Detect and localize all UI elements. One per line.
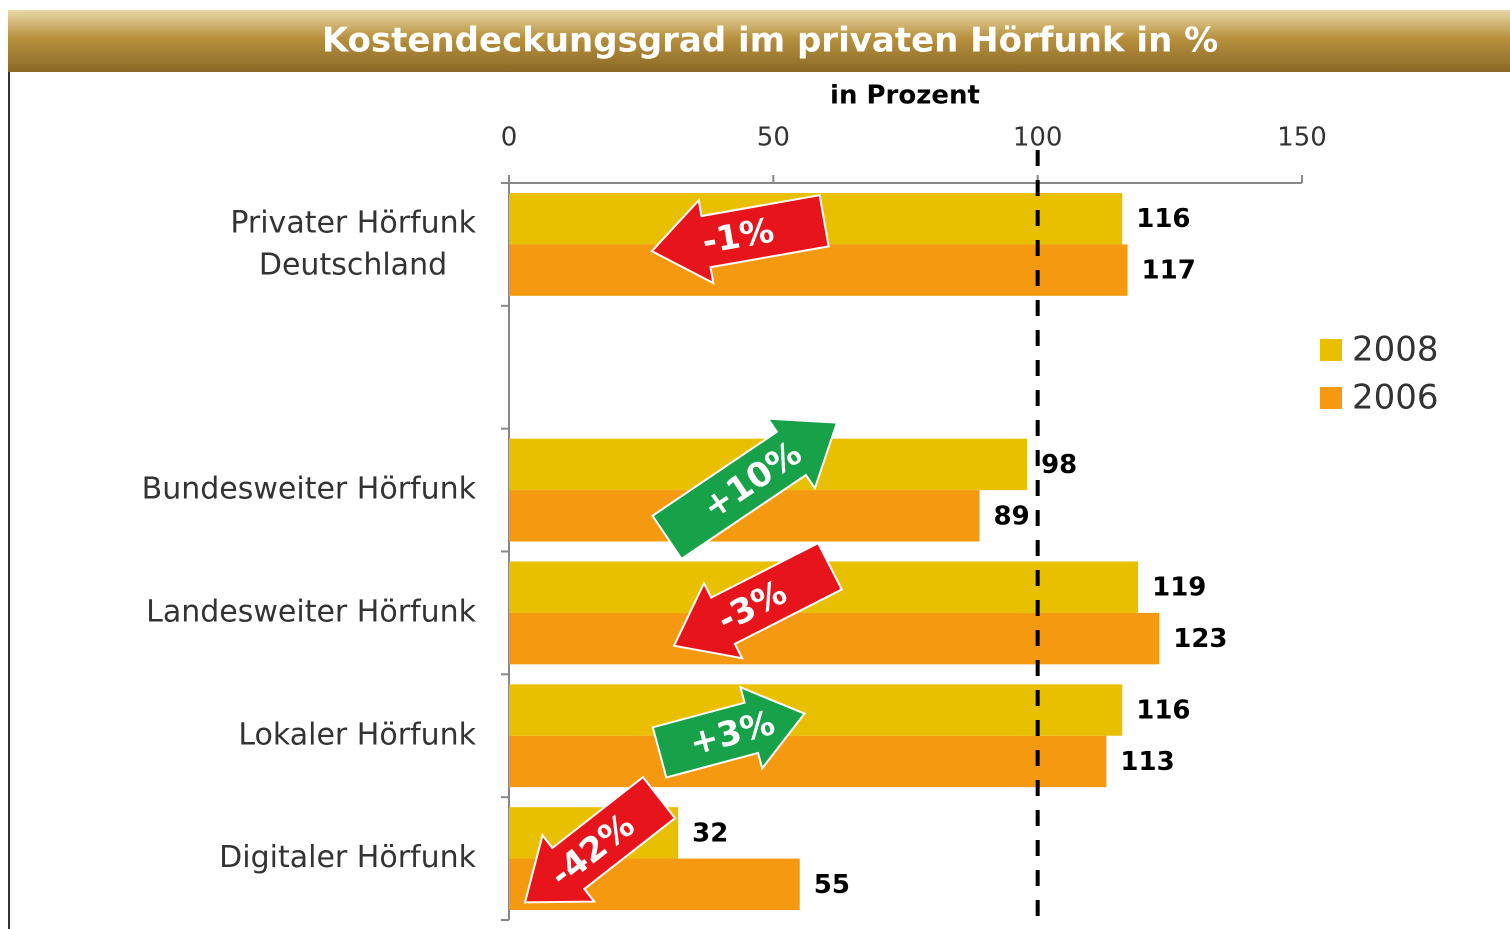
data-label: 89 <box>994 501 1030 531</box>
legend-label: 2006 <box>1352 378 1439 418</box>
change-arrow: +3% <box>651 685 807 779</box>
category-label: Digitaler Hörfunk <box>219 840 476 875</box>
bar <box>509 684 1123 736</box>
data-label: 55 <box>814 870 850 900</box>
legend-label: 2008 <box>1352 330 1439 370</box>
data-label: 116 <box>1136 696 1190 726</box>
x-tick-label: 0 <box>501 123 518 153</box>
arrow-shape <box>672 541 844 660</box>
x-tick-label: 150 <box>1277 123 1327 153</box>
bar <box>509 244 1128 296</box>
category-label: Lokaler Hörfunk <box>238 717 476 752</box>
arrow-shape <box>651 417 839 561</box>
data-label: 116 <box>1136 204 1190 234</box>
arrow-shape <box>651 685 807 779</box>
axis-label: in Prozent <box>830 81 980 111</box>
bar <box>509 612 1160 665</box>
data-label: 32 <box>692 818 728 848</box>
arrow-shape <box>650 194 830 285</box>
arrow-shape <box>523 775 677 904</box>
data-label: 119 <box>1152 573 1206 603</box>
chart-title: Kostendeckungsgrad im privaten Hörfunk i… <box>322 21 1218 61</box>
data-label: 113 <box>1120 747 1174 777</box>
legend-swatch <box>1320 339 1342 361</box>
x-tick-label: 100 <box>1013 123 1063 153</box>
category-label: Privater Hörfunk Deutschland <box>230 205 476 282</box>
category-label: Landesweiter Hörfunk <box>146 594 476 629</box>
category-label: Bundesweiter Hörfunk <box>142 472 477 507</box>
title-bar <box>8 10 1510 72</box>
data-label: 123 <box>1173 624 1227 654</box>
data-label: 117 <box>1142 256 1196 286</box>
bar <box>509 735 1107 788</box>
x-tick-label: 50 <box>757 123 790 153</box>
data-label: 98 <box>1041 450 1077 480</box>
change-arrow: -1% <box>650 194 830 285</box>
legend-swatch <box>1320 387 1342 409</box>
